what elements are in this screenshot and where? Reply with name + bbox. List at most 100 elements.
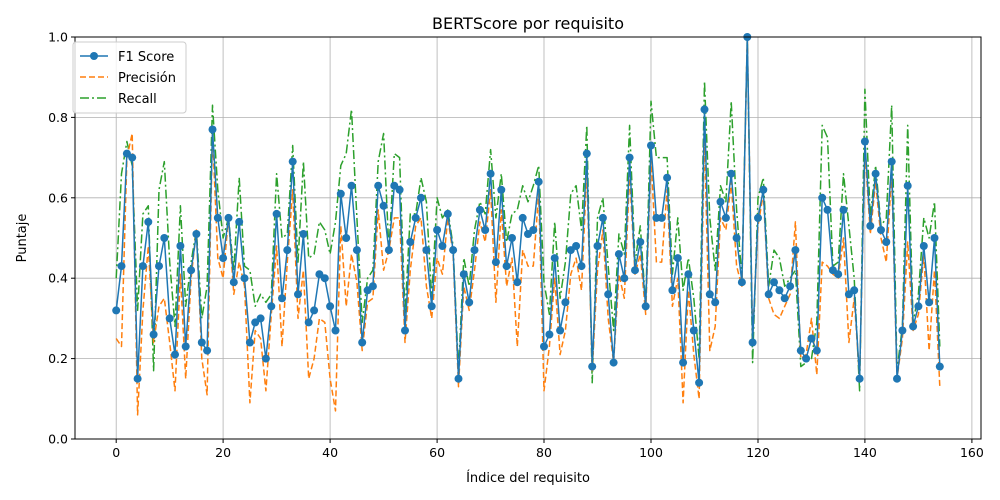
data-point-f1-score xyxy=(128,153,137,162)
data-point-f1-score xyxy=(673,254,682,263)
data-point-f1-score xyxy=(358,338,367,347)
data-point-f1-score xyxy=(304,318,313,327)
data-point-f1-score xyxy=(197,338,206,347)
data-point-f1-score xyxy=(470,246,479,255)
data-point-f1-score xyxy=(748,338,757,347)
data-point-f1-score xyxy=(245,338,254,347)
data-point-f1-score xyxy=(545,330,554,339)
legend-box xyxy=(72,41,187,114)
data-point-f1-score xyxy=(208,125,217,134)
data-point-f1-score xyxy=(812,346,821,355)
data-point-f1-score xyxy=(438,242,447,250)
data-point-f1-score xyxy=(433,226,442,234)
data-point-f1-score xyxy=(395,185,404,194)
data-point-f1-score xyxy=(839,205,848,214)
data-point-f1-score xyxy=(914,302,923,311)
data-point-f1-score xyxy=(550,254,559,263)
data-point-f1-score xyxy=(759,185,768,194)
data-point-f1-score xyxy=(919,242,928,250)
data-point-f1-score xyxy=(834,270,843,279)
x-tick-label: 0 xyxy=(112,445,120,460)
data-point-f1-score xyxy=(721,213,730,222)
data-point-f1-score xyxy=(609,358,618,367)
data-point-f1-score xyxy=(631,266,639,275)
y-axis-ticks: 0.0 0.2 0.4 0.6 0.8 1.0 xyxy=(48,30,75,447)
data-point-f1-score xyxy=(588,362,597,371)
data-point-f1-score xyxy=(866,221,875,230)
data-point-f1-score xyxy=(459,270,468,279)
data-point-f1-score xyxy=(422,246,431,255)
x-tick-label: 120 xyxy=(746,445,770,460)
data-point-f1-score xyxy=(117,262,126,271)
data-point-f1-score xyxy=(909,322,918,331)
data-point-f1-score xyxy=(684,270,693,279)
data-point-f1-score xyxy=(497,185,506,194)
y-tick-label: 0.6 xyxy=(48,190,68,205)
data-point-f1-score xyxy=(695,378,704,387)
data-point-f1-score xyxy=(786,282,795,291)
data-point-f1-score xyxy=(138,262,147,271)
data-point-f1-score xyxy=(374,181,383,190)
x-tick-label: 80 xyxy=(536,445,552,460)
data-point-f1-score xyxy=(529,226,538,234)
data-point-f1-score xyxy=(647,141,655,150)
data-point-f1-score xyxy=(411,213,420,222)
x-axis-label: Índice del requisito xyxy=(466,470,590,486)
data-point-f1-score xyxy=(893,374,901,383)
data-point-f1-score xyxy=(711,298,720,307)
data-point-f1-score xyxy=(930,234,939,242)
data-point-f1-score xyxy=(406,238,415,246)
data-point-f1-score xyxy=(267,302,276,311)
data-point-f1-score xyxy=(347,181,356,190)
series-line-recall xyxy=(115,36,941,392)
data-point-f1-score xyxy=(540,342,548,351)
data-point-f1-score xyxy=(727,169,736,178)
data-point-f1-score xyxy=(235,217,244,226)
data-point-f1-score xyxy=(401,326,409,335)
data-point-f1-score xyxy=(807,334,816,343)
y-tick-label: 0.4 xyxy=(48,271,68,286)
data-point-f1-score xyxy=(518,213,527,222)
data-point-f1-score xyxy=(294,290,302,299)
data-point-f1-score xyxy=(636,238,645,246)
data-point-f1-score xyxy=(342,234,351,242)
data-point-f1-score xyxy=(240,274,249,283)
data-point-f1-score xyxy=(620,274,629,283)
data-point-f1-score xyxy=(700,105,709,114)
data-point-f1-score xyxy=(764,290,773,299)
data-point-f1-score xyxy=(299,230,308,238)
data-point-f1-score xyxy=(465,298,474,307)
data-point-f1-score xyxy=(556,326,565,335)
data-point-f1-score xyxy=(256,314,265,323)
data-point-f1-score xyxy=(732,234,741,242)
data-point-f1-score xyxy=(818,193,827,202)
data-point-f1-score xyxy=(133,374,142,383)
data-point-f1-score xyxy=(679,358,688,367)
data-point-f1-score xyxy=(326,302,335,311)
data-point-f1-score xyxy=(582,149,591,158)
data-point-f1-score xyxy=(502,262,511,271)
data-point-f1-score xyxy=(288,157,297,166)
data-point-f1-score xyxy=(534,177,543,186)
legend-label-precision: Precisión xyxy=(118,71,176,86)
y-tick-label: 0.8 xyxy=(48,110,68,125)
data-point-f1-score xyxy=(229,278,238,287)
data-point-f1-score xyxy=(155,262,163,271)
data-point-f1-score xyxy=(887,157,896,166)
axes-frame xyxy=(74,36,982,440)
data-point-f1-score xyxy=(192,230,201,238)
legend-marker-f1 xyxy=(90,52,98,60)
data-point-f1-score xyxy=(187,266,196,275)
data-point-f1-score xyxy=(871,169,880,178)
data-point-f1-score xyxy=(213,213,222,222)
data-point-f1-score xyxy=(716,197,725,206)
data-point-f1-score xyxy=(663,173,672,182)
data-point-f1-score xyxy=(427,302,436,311)
data-point-f1-score xyxy=(513,278,522,287)
x-tick-label: 20 xyxy=(215,445,231,460)
data-point-f1-score xyxy=(320,274,329,283)
y-tick-label: 1.0 xyxy=(48,30,68,45)
data-point-f1-score xyxy=(935,362,944,371)
data-point-f1-score xyxy=(561,298,570,307)
